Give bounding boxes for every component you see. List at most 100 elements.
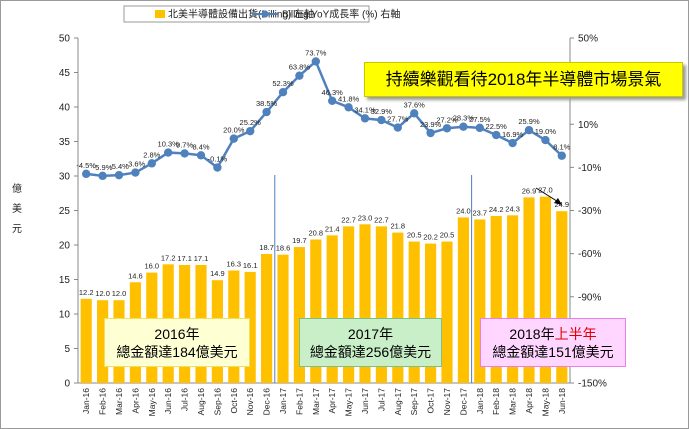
growth-point	[311, 57, 320, 66]
growth-point	[147, 159, 156, 168]
legend-line-label: Billing YoY成長率 (%) 右軸	[282, 8, 400, 21]
x-tick-label: May-16	[147, 388, 157, 417]
growth-point	[196, 151, 206, 160]
bar-value-label: 12.0	[95, 289, 110, 298]
headline-banner: 持續樂觀看待2018年半導體市場景氣	[364, 62, 683, 97]
x-tick-label: Dec-17	[458, 388, 468, 416]
x-tick-label: Oct-17	[426, 388, 436, 414]
x-tick-label: May-17	[344, 388, 354, 417]
x-tick-label: Jan-16	[81, 388, 91, 414]
growth-point	[360, 114, 370, 123]
growth-value-label: 2.8%	[143, 150, 160, 159]
growth-point	[328, 96, 337, 106]
line-series: -4.5%-5.9%-5.4%-3.6%2.8%10.3%9.7% 8.4% -0.…	[76, 48, 571, 181]
growth-point	[180, 149, 189, 158]
bar	[392, 232, 404, 383]
x-tick-label: Sep-17	[409, 388, 419, 416]
growth-point	[246, 126, 255, 136]
growth-value-label: 38.5%	[256, 99, 278, 108]
growth-point	[492, 130, 501, 140]
summary-2017-total: 總金額達256億美元	[309, 344, 432, 360]
summary-2016-year: 2016年	[154, 326, 200, 342]
growth-value-label: -0.1%	[208, 155, 228, 164]
growth-point	[262, 107, 271, 117]
growth-point	[164, 148, 173, 157]
growth-point	[541, 135, 550, 145]
growth-value-label: 25.9%	[518, 117, 540, 126]
summary-2016-total: 總金額達184億美元	[116, 344, 238, 360]
growth-value-label: 8.4%	[192, 142, 209, 151]
x-tick-label: Mar-16	[114, 388, 124, 415]
growth-point	[131, 168, 140, 177]
growth-point	[393, 123, 402, 132]
growth-point	[426, 128, 435, 138]
x-tick-label: Feb-18	[491, 388, 501, 415]
y-right-tick-label: -60%	[578, 249, 601, 260]
growth-point	[229, 134, 238, 143]
x-tick-label: Jul-16	[180, 388, 190, 411]
growth-value-label: 25.2%	[240, 118, 262, 127]
bar	[523, 197, 535, 383]
x-tick-label: Apr-16	[130, 388, 140, 414]
bar-value-label: 21.8	[390, 222, 405, 231]
growth-point	[442, 124, 452, 133]
growth-value-label: 73.7%	[305, 48, 327, 57]
legend-bar-swatch	[155, 10, 165, 18]
bar	[97, 300, 109, 383]
bar	[425, 243, 437, 383]
growth-value-label: 52.3%	[272, 79, 294, 88]
bar	[293, 247, 305, 383]
bar-value-label: 16.1	[243, 261, 258, 270]
y-left-tick-label: 10	[59, 310, 71, 321]
bar-value-label: 19.7	[292, 236, 307, 245]
bar-value-label: 17.1	[177, 254, 192, 263]
y-axis-unit-label: 億美元	[10, 180, 24, 240]
bar-value-label: 26.9	[522, 186, 537, 195]
bar-value-label: 18.7	[259, 243, 274, 252]
growth-value-label: 9.7%	[176, 140, 193, 149]
bar-value-label: 16.3	[226, 260, 241, 269]
growth-value-label: -5.4%	[109, 162, 129, 171]
bar	[457, 217, 469, 383]
x-tick-label: Oct-16	[229, 388, 239, 414]
growth-point	[295, 71, 304, 80]
annotation-arrow	[535, 187, 562, 205]
bar	[441, 241, 453, 383]
bar-value-label: 20.2	[423, 233, 438, 242]
growth-value-label: -4.5%	[76, 161, 96, 170]
bar	[277, 254, 289, 383]
growth-value-label: 27.2%	[436, 115, 458, 124]
bar-value-label: 20.5	[440, 231, 455, 240]
bar	[261, 253, 273, 383]
summary-box-2016: 2016年 總金額達184億美元	[104, 318, 250, 367]
growth-point	[410, 109, 419, 118]
y-left-tick-label: 35	[59, 137, 71, 148]
bar-value-label: 12.0	[112, 289, 127, 298]
bar-value-label: 23.7	[472, 208, 487, 217]
legend-box	[123, 5, 370, 23]
x-tick-label: Feb-17	[294, 388, 304, 415]
y-left-tick-label: 40	[59, 103, 71, 114]
bar-value-label: 23.0	[358, 213, 373, 222]
growth-point	[475, 123, 484, 133]
y-right-tick-label: -90%	[578, 292, 601, 303]
x-tick-label: Jan-17	[278, 388, 288, 414]
bar-value-label: 21.4	[325, 224, 340, 233]
x-tick-label: Apr-17	[327, 388, 337, 414]
x-tick-label: Dec-16	[262, 388, 272, 416]
growth-value-label: 27.7%	[387, 115, 409, 124]
legend: 北美半導體設備出貨(Billing) 左軸 Billing YoY成長率 (%)…	[123, 5, 400, 23]
growth-value-label: 28.3%	[453, 114, 475, 123]
growth-point	[377, 115, 386, 125]
growth-value-label: 34.1%	[354, 105, 376, 114]
x-tick-label: Jun-17	[360, 388, 370, 414]
x-tick-label: Sep-16	[212, 388, 222, 416]
bar	[375, 226, 387, 383]
bar	[474, 219, 486, 383]
growth-point	[557, 151, 566, 160]
growth-value-label: 63.8%	[289, 63, 311, 72]
y-left-tick-label: 5	[64, 344, 70, 355]
growth-value-label: 10.3%	[158, 140, 180, 149]
x-tick-label: Mar-18	[508, 388, 518, 415]
summary-2018-year: 2018年上半年	[481, 325, 625, 343]
